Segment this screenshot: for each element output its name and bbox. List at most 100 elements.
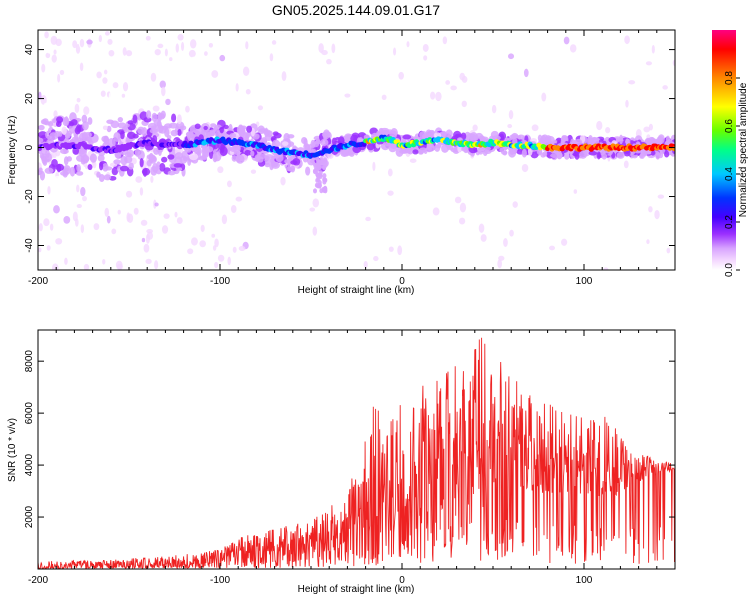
heatmap-noise-cell: [503, 68, 507, 77]
heatmap-cell: [132, 114, 138, 124]
heatmap-noise-cell: [387, 190, 394, 196]
heatmap-noise-cell: [122, 47, 127, 56]
heatmap-cell: [389, 130, 398, 138]
heatmap-noise-cell: [461, 100, 467, 108]
heatmap-noise-cell: [103, 69, 108, 75]
heatmap-noise-cell: [38, 247, 42, 253]
heatmap-noise-cell: [44, 31, 49, 39]
heatmap-cell: [472, 135, 480, 141]
heatmap-cell: [102, 162, 109, 172]
heatmap-cell: [212, 153, 218, 163]
heatmap-noise-cell: [104, 31, 110, 36]
heatmap-noise-cell: [423, 55, 428, 61]
heatmap-cell: [200, 155, 207, 160]
heatmap-noise-cell: [344, 93, 351, 98]
heatmap-noise-cell: [508, 110, 514, 120]
heatmap-noise-cell: [373, 256, 379, 262]
heatmap-cell: [574, 138, 583, 146]
heatmap-noise-cell: [221, 214, 228, 225]
heatmap-noise-cell: [140, 219, 148, 226]
heatmap-cell: [339, 148, 349, 157]
heatmap-cell: [63, 156, 69, 166]
heatmap-cell: [315, 167, 320, 173]
heatmap-noise-cell: [106, 215, 111, 224]
heatmap-noise-cell: [174, 211, 178, 218]
heatmap-noise-cell: [96, 71, 102, 79]
heatmap-cell: [89, 153, 97, 163]
heatmap-noise-cell: [53, 205, 60, 214]
heatmap-noise-cell: [177, 34, 184, 41]
heatmap-noise-cell: [181, 41, 185, 52]
heatmap-noise-cell: [54, 175, 62, 182]
heatmap-noise-cell: [46, 46, 52, 54]
heatmap-noise-cell: [258, 206, 264, 216]
heatmap-cell: [146, 159, 152, 167]
heatmap-noise-cell: [603, 267, 609, 270]
heatmap-cell: [106, 125, 112, 133]
spectrogram-ytick-label: 40: [24, 44, 35, 56]
heatmap-cell: [120, 155, 128, 166]
heatmap-noise-cell: [164, 48, 168, 57]
heatmap-noise-cell: [38, 91, 42, 100]
heatmap-cell: [426, 132, 434, 139]
heatmap-noise-cell: [503, 177, 509, 187]
heatmap-cell: [113, 131, 121, 142]
heatmap-noise-cell: [435, 91, 442, 102]
heatmap-cell: [313, 188, 318, 194]
heatmap-cell: [395, 147, 404, 157]
heatmap-noise-cell: [93, 223, 100, 231]
heatmap-noise-cell: [507, 53, 515, 60]
heatmap-cell: [564, 152, 570, 160]
heatmap-noise-cell: [459, 72, 466, 81]
heatmap-noise-cell: [121, 93, 126, 98]
heatmap-cell: [146, 154, 156, 160]
heatmap-noise-cell: [76, 184, 80, 193]
heatmap-noise-cell: [139, 187, 144, 196]
heatmap-cell: [52, 118, 57, 124]
heatmap-noise-cell: [232, 246, 237, 253]
heatmap-cell: [434, 144, 441, 152]
heatmap-cell: [74, 133, 79, 140]
heatmap-cell: [235, 143, 241, 151]
heatmap-cell: [441, 144, 449, 153]
heatmap-noise-cell: [454, 196, 462, 204]
heatmap-cell: [501, 150, 508, 155]
heatmap-noise-cell: [145, 35, 151, 41]
heatmap-cell: [117, 117, 124, 123]
heatmap-cell: [97, 154, 105, 162]
heatmap-noise-cell: [200, 224, 205, 233]
spectrogram-ytick-label: 0: [24, 144, 35, 150]
heatmap-noise-cell: [74, 103, 80, 114]
heatmap-noise-cell: [666, 247, 671, 254]
heatmap-noise-cell: [102, 77, 108, 84]
snr-series-line: [38, 337, 675, 569]
heatmap-cell: [204, 146, 214, 153]
heatmap-noise-cell: [79, 38, 85, 48]
heatmap-noise-cell: [491, 104, 497, 114]
heatmap-noise-cell: [82, 196, 87, 202]
heatmap-cell: [203, 125, 208, 130]
heatmap-noise-cell: [187, 248, 194, 255]
heatmap-noise-cell: [53, 49, 57, 55]
heatmap-cell: [562, 137, 568, 142]
heatmap-ridge-cell: [361, 142, 367, 147]
heatmap-cell: [264, 127, 269, 138]
heatmap-noise-cell: [76, 97, 81, 103]
heatmap-noise-cell: [190, 56, 197, 64]
heatmap-cell: [322, 165, 327, 171]
heatmap-noise-cell: [596, 120, 603, 131]
heatmap-noise-cell: [133, 207, 139, 215]
heatmap-cell: [250, 150, 255, 157]
heatmap-noise-cell: [558, 110, 565, 117]
colorbar-tick-label: 0.8: [724, 71, 735, 85]
heatmap-cell: [271, 161, 281, 169]
heatmap-noise-cell: [372, 161, 376, 171]
heatmap-noise-cell: [281, 71, 287, 82]
heatmap-noise-cell: [331, 43, 336, 54]
heatmap-noise-cell: [38, 223, 43, 232]
heatmap-cell: [45, 148, 50, 158]
heatmap-cell: [651, 150, 656, 156]
heatmap-noise-cell: [100, 90, 106, 97]
heatmap-cell: [110, 120, 120, 129]
heatmap-cell: [317, 182, 322, 188]
